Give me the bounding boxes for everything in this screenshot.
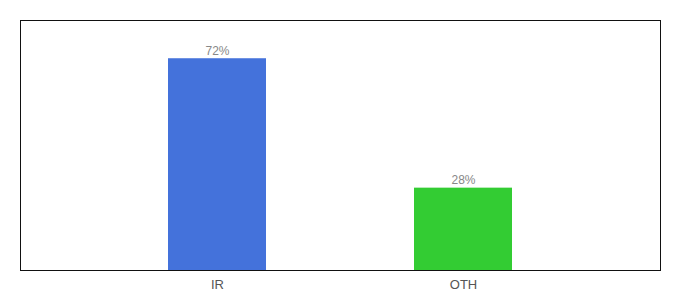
svg-text:IR: IR: [211, 277, 224, 292]
svg-text:72%: 72%: [205, 44, 229, 58]
svg-text:OTH: OTH: [450, 277, 477, 292]
svg-text:28%: 28%: [451, 173, 475, 187]
